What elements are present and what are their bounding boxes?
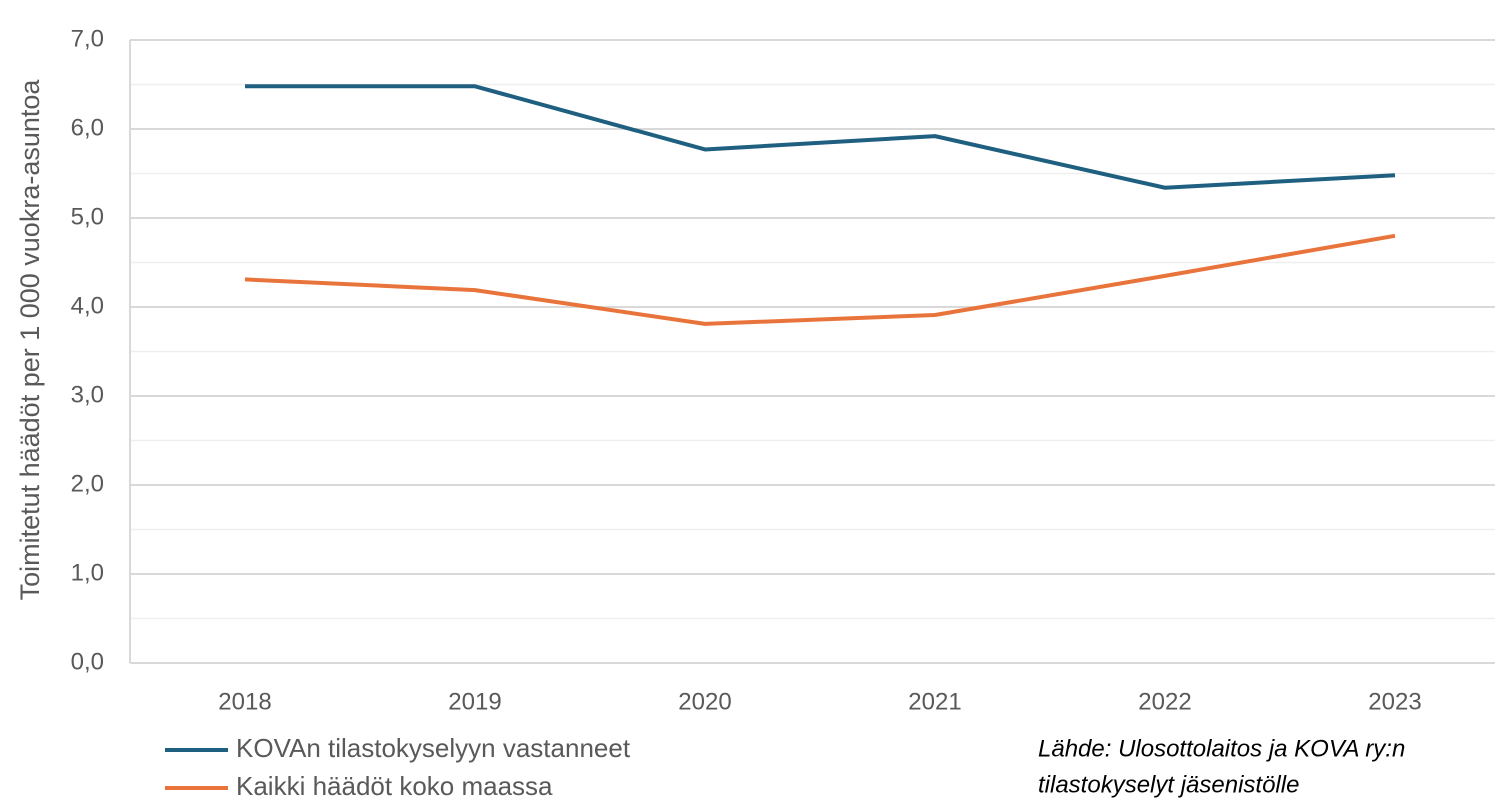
y-tick-label: 0,0 xyxy=(71,648,104,675)
y-tick-label: 2,0 xyxy=(71,470,104,497)
source-note: Lähde: Ulosottolaitos ja KOVA ry:n xyxy=(1038,735,1405,762)
y-tick-label: 7,0 xyxy=(71,25,104,52)
y-tick-label: 5,0 xyxy=(71,203,104,230)
line xyxy=(244,233,1396,326)
x-tick-label: 2020 xyxy=(678,688,731,715)
source-note: tilastokyselyt jäsenistölle xyxy=(1038,771,1299,798)
y-tick-label: 3,0 xyxy=(71,381,104,408)
legend-label: Kaikki häädöt koko maassa xyxy=(236,771,553,801)
legend-label: KOVAn tilastokyselyyn vastanneet xyxy=(236,733,631,763)
x-tick-label: 2022 xyxy=(1138,688,1191,715)
x-tick-label: 2021 xyxy=(908,688,961,715)
y-tick-label: 1,0 xyxy=(71,559,104,586)
y-tick-label: 4,0 xyxy=(71,292,104,319)
x-tick-label: 2023 xyxy=(1368,688,1421,715)
y-tick-label: 6,0 xyxy=(71,114,104,141)
line xyxy=(245,84,1396,190)
x-tick-label: 2019 xyxy=(448,688,501,715)
y-axis-label: Toimitetut häädöt per 1 000 vuokra-asunt… xyxy=(15,79,45,601)
x-tick-label: 2018 xyxy=(218,688,271,715)
